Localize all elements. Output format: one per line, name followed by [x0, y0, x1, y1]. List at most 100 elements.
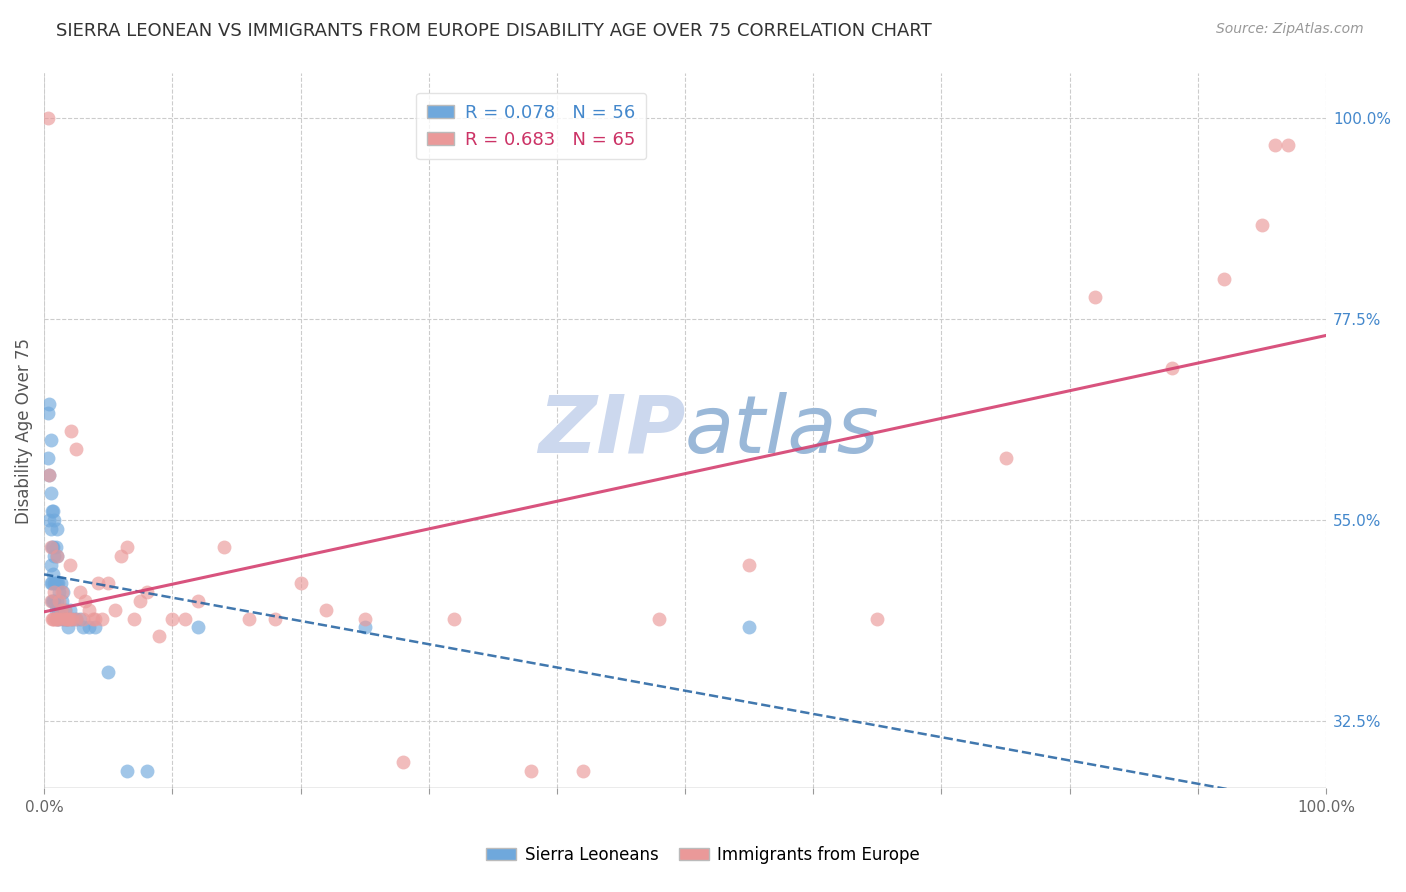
- Point: [135, 764, 157, 778]
- Point: [69, 584, 91, 599]
- Point: [42, 566, 65, 581]
- Point: [738, 620, 761, 634]
- Point: [42, 504, 65, 518]
- Point: [84, 611, 107, 625]
- Point: [39, 433, 62, 447]
- Y-axis label: Disability Age Over 75: Disability Age Over 75: [15, 338, 32, 524]
- Point: [41, 593, 63, 607]
- Point: [41, 540, 63, 554]
- Point: [84, 620, 107, 634]
- Point: [51, 584, 73, 599]
- Text: atlas: atlas: [685, 392, 880, 470]
- Point: [571, 764, 593, 778]
- Point: [60, 424, 83, 438]
- Point: [1264, 137, 1286, 152]
- Point: [353, 620, 375, 634]
- Point: [44, 593, 66, 607]
- Point: [45, 549, 67, 563]
- Point: [49, 602, 72, 616]
- Point: [52, 584, 75, 599]
- Point: [65, 611, 87, 625]
- Point: [90, 611, 112, 625]
- Point: [48, 584, 70, 599]
- Point: [39, 540, 62, 554]
- Point: [45, 602, 67, 616]
- Text: Source: ZipAtlas.com: Source: ZipAtlas.com: [1216, 22, 1364, 37]
- Point: [290, 575, 312, 590]
- Point: [59, 558, 82, 572]
- Point: [37, 406, 59, 420]
- Point: [39, 522, 62, 536]
- Point: [46, 602, 69, 616]
- Point: [75, 593, 97, 607]
- Point: [38, 468, 60, 483]
- Point: [65, 442, 87, 456]
- Point: [59, 602, 82, 616]
- Point: [42, 593, 65, 607]
- Point: [738, 558, 761, 572]
- Point: [60, 611, 83, 625]
- Point: [117, 540, 139, 554]
- Point: [39, 593, 62, 607]
- Point: [51, 593, 73, 607]
- Point: [443, 611, 465, 625]
- Point: [97, 665, 120, 680]
- Point: [648, 611, 671, 625]
- Legend: Sierra Leoneans, Immigrants from Europe: Sierra Leoneans, Immigrants from Europe: [479, 839, 927, 871]
- Point: [77, 620, 100, 634]
- Point: [45, 611, 67, 625]
- Point: [44, 549, 66, 563]
- Point: [122, 611, 145, 625]
- Point: [56, 611, 79, 625]
- Point: [520, 764, 543, 778]
- Point: [60, 611, 83, 625]
- Point: [42, 540, 65, 554]
- Text: ZIP: ZIP: [537, 392, 685, 470]
- Legend: R = 0.078   N = 56, R = 0.683   N = 65: R = 0.078 N = 56, R = 0.683 N = 65: [416, 93, 647, 160]
- Point: [46, 575, 69, 590]
- Text: SIERRA LEONEAN VS IMMIGRANTS FROM EUROPE DISABILITY AGE OVER 75 CORRELATION CHAR: SIERRA LEONEAN VS IMMIGRANTS FROM EUROPE…: [56, 22, 932, 40]
- Point: [174, 611, 197, 625]
- Point: [58, 620, 80, 634]
- Point: [212, 540, 235, 554]
- Point: [55, 611, 77, 625]
- Point: [72, 620, 94, 634]
- Point: [52, 611, 75, 625]
- Point: [58, 611, 80, 625]
- Point: [263, 611, 285, 625]
- Point: [45, 549, 67, 563]
- Point: [38, 397, 60, 411]
- Point: [56, 611, 79, 625]
- Point: [87, 575, 110, 590]
- Point: [1212, 271, 1234, 285]
- Point: [44, 611, 66, 625]
- Point: [392, 755, 415, 769]
- Point: [37, 450, 59, 465]
- Point: [45, 611, 67, 625]
- Point: [49, 602, 72, 616]
- Point: [45, 575, 67, 590]
- Point: [1277, 137, 1299, 152]
- Point: [45, 575, 67, 590]
- Point: [41, 504, 63, 518]
- Point: [110, 549, 132, 563]
- Point: [104, 602, 127, 616]
- Point: [82, 611, 104, 625]
- Point: [162, 611, 184, 625]
- Point: [129, 593, 152, 607]
- Point: [38, 468, 60, 483]
- Point: [1161, 361, 1184, 376]
- Point: [44, 575, 66, 590]
- Point: [97, 575, 120, 590]
- Point: [45, 522, 67, 536]
- Point: [45, 540, 67, 554]
- Point: [69, 611, 91, 625]
- Point: [37, 111, 59, 125]
- Point: [187, 620, 209, 634]
- Point: [117, 764, 139, 778]
- Point: [315, 602, 337, 616]
- Point: [866, 611, 889, 625]
- Point: [41, 575, 63, 590]
- Point: [77, 602, 100, 616]
- Point: [52, 611, 75, 625]
